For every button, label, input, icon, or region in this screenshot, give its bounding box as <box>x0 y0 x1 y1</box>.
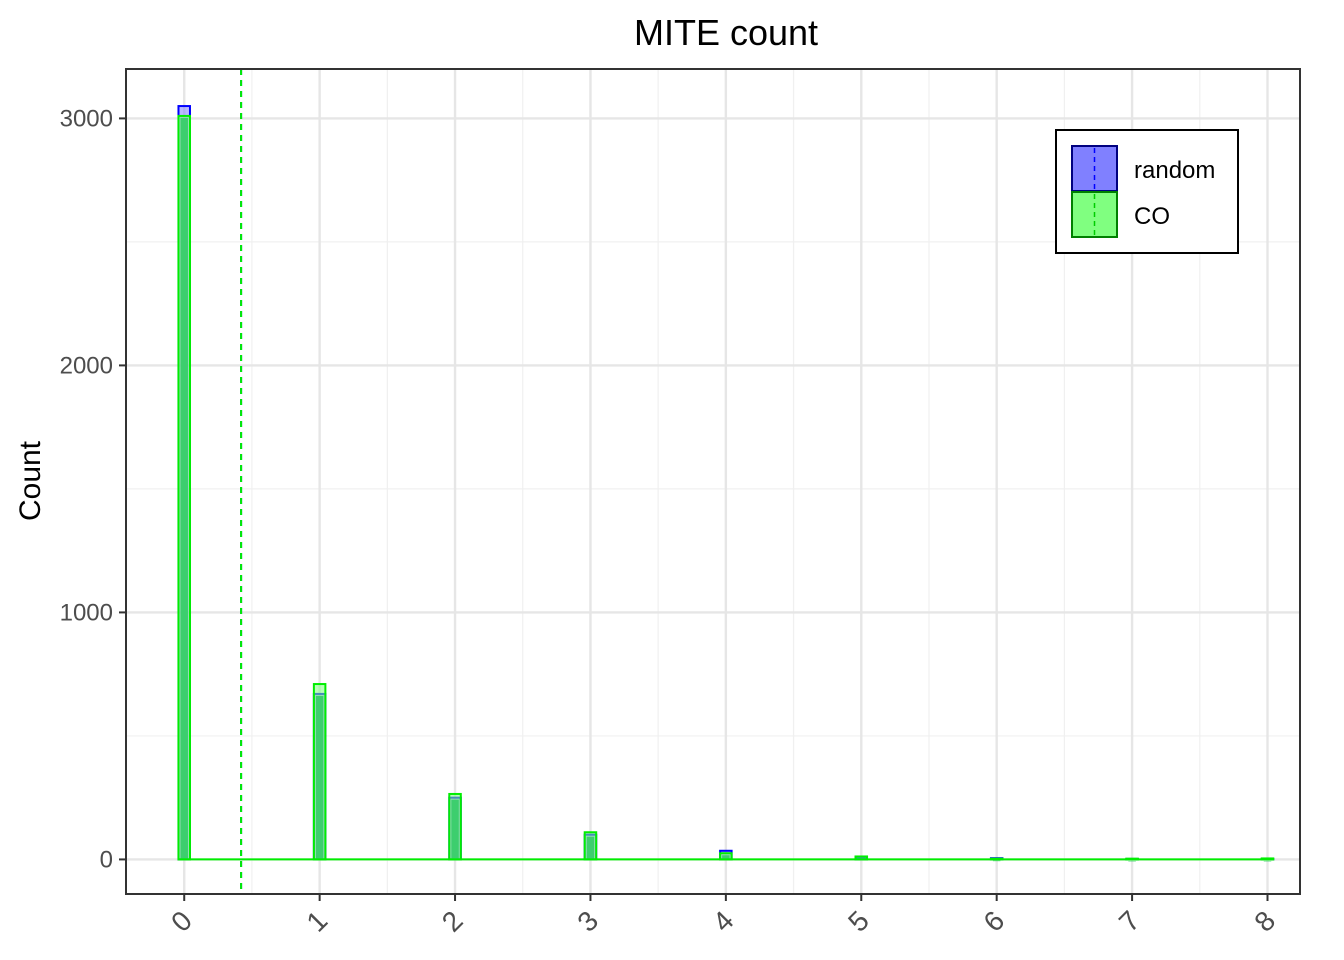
x-tick-label: 0 <box>165 905 198 938</box>
panel-border <box>125 68 1301 895</box>
x-tick-label: 4 <box>707 905 740 938</box>
y-tick-label: 3000 <box>60 105 113 132</box>
bar-overlap-1 <box>315 695 324 860</box>
x-tick-label: 6 <box>977 905 1010 938</box>
bar-overlap-0 <box>180 117 188 860</box>
bar-overlap-7 <box>1128 860 1136 862</box>
x-tick-label: 2 <box>436 905 469 938</box>
y-tick-label: 0 <box>100 846 113 873</box>
y-tick-label: 2000 <box>60 352 113 379</box>
x-tick-label: 3 <box>571 905 604 938</box>
x-tick-label: 8 <box>1248 905 1281 938</box>
y-tick-label: 1000 <box>60 599 113 626</box>
bar-overlap-4 <box>722 855 730 860</box>
x-tick-label: 7 <box>1113 905 1146 938</box>
chart-title: MITE count <box>634 12 818 53</box>
y-axis-title: Count <box>14 440 47 521</box>
x-tick-label: 5 <box>842 905 875 938</box>
bar-overlap-3 <box>586 836 595 860</box>
legend: random CO <box>1055 129 1239 254</box>
bar-overlap-2 <box>451 799 459 860</box>
legend-label-random: random <box>1134 157 1215 184</box>
bar-overlap-8 <box>1263 860 1272 862</box>
bar-overlap-6 <box>992 860 1001 862</box>
legend-label-co: CO <box>1134 203 1170 230</box>
x-tick-label: 1 <box>300 905 333 938</box>
